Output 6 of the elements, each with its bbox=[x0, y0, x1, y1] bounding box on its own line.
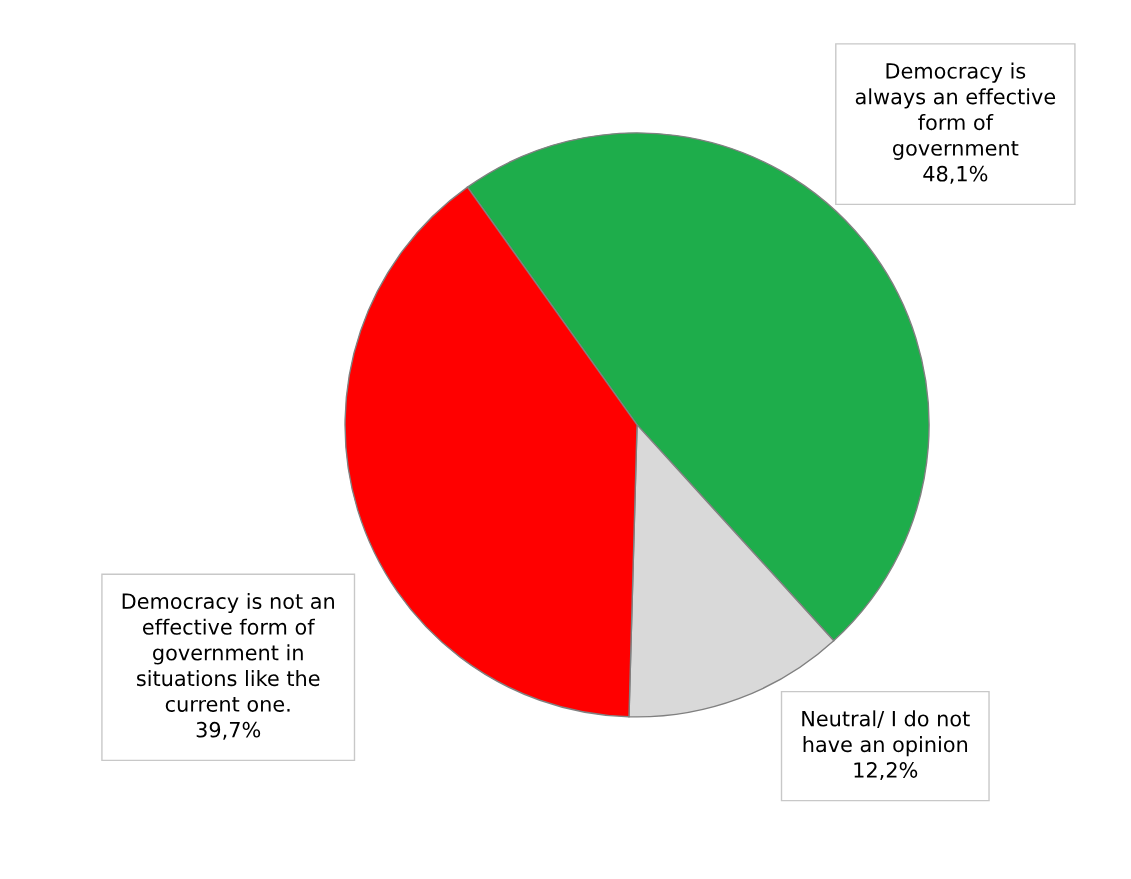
slice-label: Democracy is not an effective form of government in situations like the current one. bbox=[122, 592, 334, 712]
data-label: 48,1% bbox=[923, 165, 988, 184]
data-label: 12,2% bbox=[854, 762, 918, 780]
slice-label: Neutral/ I do not have an opinion bbox=[802, 710, 970, 757]
data-label: 39,7% bbox=[196, 721, 261, 740]
slice-label: Democracy is always an effective form of government bbox=[855, 62, 1056, 160]
